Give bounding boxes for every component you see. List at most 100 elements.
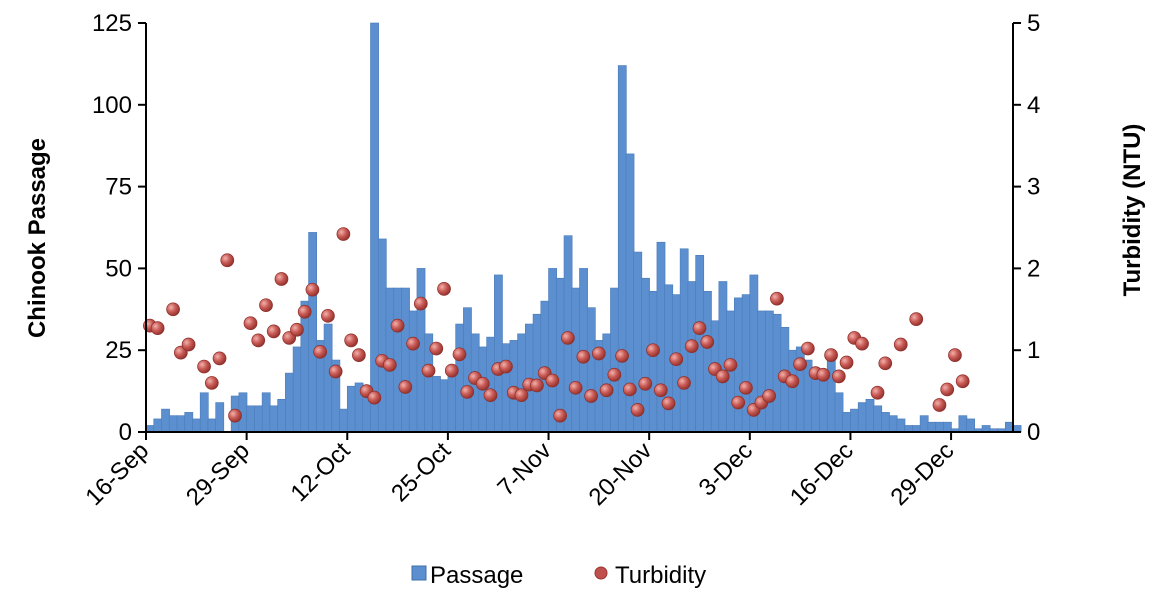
passage-bar bbox=[865, 398, 875, 433]
right-axis-tick-label: 4 bbox=[1027, 92, 1040, 119]
turbidity-point bbox=[816, 367, 831, 382]
turbidity-point bbox=[576, 349, 591, 364]
passage-bar bbox=[346, 385, 356, 433]
turbidity-point bbox=[762, 389, 777, 403]
turbidity-point bbox=[452, 347, 467, 362]
passage-bar bbox=[184, 412, 194, 433]
turbidity-point bbox=[839, 355, 854, 370]
turbidity-point bbox=[290, 322, 304, 337]
left-axis-tick-label: 0 bbox=[119, 419, 132, 446]
turbidity-point bbox=[166, 302, 180, 317]
legend-passage-swatch bbox=[411, 565, 427, 581]
turbidity-point bbox=[801, 341, 815, 356]
turbidity-point bbox=[483, 388, 498, 403]
turbidity-point bbox=[390, 318, 405, 333]
passage-bar bbox=[687, 281, 697, 433]
right-axis: 0 1 2 3 4 5 bbox=[1012, 10, 1040, 446]
turbidity-point bbox=[824, 348, 838, 362]
passage-bar bbox=[811, 372, 821, 433]
passage-bar bbox=[439, 379, 449, 433]
passage-bar bbox=[161, 408, 170, 433]
left-axis: 0 25 50 75 100 125 bbox=[92, 10, 147, 446]
turbidity-point bbox=[599, 383, 614, 398]
turbidity-point bbox=[661, 396, 676, 411]
x-axis-tick-label: 16-Sep bbox=[80, 437, 154, 511]
passage-bar bbox=[153, 418, 163, 433]
passage-bar bbox=[254, 405, 263, 433]
turbidity-point bbox=[437, 282, 451, 296]
turbidity-point bbox=[878, 356, 893, 371]
turbidity-point bbox=[514, 388, 529, 403]
turbidity-point bbox=[212, 351, 227, 366]
turbidity-point bbox=[591, 346, 606, 361]
left-axis-tick-label: 125 bbox=[92, 10, 132, 37]
turbidity-point bbox=[305, 282, 320, 297]
turbidity-point bbox=[646, 343, 660, 358]
turbidity-point bbox=[948, 348, 962, 362]
passage-bar bbox=[300, 300, 310, 433]
passage-bar bbox=[246, 405, 256, 433]
left-axis-title: Chinook Passage bbox=[24, 138, 51, 338]
turbidity-point bbox=[297, 304, 312, 319]
right-axis-title: Turbidity (NTU) bbox=[1119, 124, 1146, 297]
turbidity-point bbox=[204, 376, 219, 390]
passage-bar bbox=[199, 392, 209, 433]
turbidity-point bbox=[723, 358, 738, 372]
passage-bar bbox=[455, 323, 465, 433]
passage-bar bbox=[323, 323, 333, 433]
turbidity-point bbox=[932, 398, 947, 412]
passage-bar bbox=[703, 290, 712, 433]
x-axis-tick-label: 7-Nov bbox=[492, 437, 556, 501]
turbidity-point bbox=[700, 335, 715, 349]
turbidity-point bbox=[475, 376, 490, 391]
legend-turbidity-swatch bbox=[594, 566, 608, 580]
passage-bar bbox=[958, 415, 968, 433]
turbidity-point bbox=[220, 253, 235, 268]
turbidity-point bbox=[630, 403, 645, 417]
passage-bar bbox=[269, 405, 279, 433]
turbidity-point bbox=[870, 385, 885, 400]
right-axis-tick-label: 2 bbox=[1027, 255, 1040, 282]
left-axis-tick-label: 100 bbox=[92, 92, 132, 119]
turbidity-point bbox=[243, 316, 258, 331]
turbidity-point bbox=[444, 363, 459, 378]
left-axis-tick-label: 25 bbox=[105, 337, 132, 364]
x-axis-tick-label: 29-Sep bbox=[181, 437, 255, 511]
turbidity-point bbox=[313, 344, 328, 359]
passage-bar bbox=[850, 408, 859, 433]
x-axis-tick-label: 16-Dec bbox=[785, 437, 859, 511]
passage-bar bbox=[548, 268, 557, 433]
passage-bar bbox=[927, 421, 937, 433]
passage-bar bbox=[494, 274, 503, 433]
turbidity-point bbox=[460, 385, 475, 399]
legend-passage-label: Passage bbox=[430, 562, 523, 589]
right-axis-tick-label: 5 bbox=[1027, 10, 1040, 37]
turbidity-point bbox=[684, 339, 699, 353]
passage-bars bbox=[145, 22, 1022, 433]
x-axis-tick-label: 12-Oct bbox=[285, 437, 355, 507]
passage-bar bbox=[966, 418, 975, 433]
x-axis: 16-Sep 29-Sep 12-Oct 25-Oct 7-Nov 20-Nov 3-Dec… bbox=[80, 431, 1013, 511]
passage-bar bbox=[215, 402, 225, 433]
turbidity-point bbox=[955, 374, 970, 389]
turbidity-point bbox=[259, 298, 273, 313]
turbidity-point bbox=[530, 378, 544, 393]
passage-bar bbox=[416, 268, 426, 433]
passage-bar bbox=[432, 376, 441, 433]
turbidity-point bbox=[181, 337, 196, 352]
turbidity-point bbox=[266, 324, 281, 339]
passage-bar bbox=[339, 408, 348, 433]
turbidity-point bbox=[382, 358, 397, 372]
turbidity-point bbox=[499, 359, 513, 374]
turbidity-point bbox=[793, 357, 807, 371]
passage-bar bbox=[393, 287, 403, 433]
turbidity-point bbox=[739, 380, 753, 395]
passage-bar bbox=[935, 421, 945, 433]
passage-bar bbox=[819, 376, 828, 433]
x-axis-tick-label: 25-Oct bbox=[386, 437, 456, 507]
turbidity-point bbox=[413, 296, 428, 311]
turbidity-point bbox=[607, 367, 622, 382]
turbidity-point bbox=[855, 336, 869, 351]
right-axis-tick-label: 1 bbox=[1027, 337, 1040, 364]
turbidity-point bbox=[150, 321, 165, 335]
